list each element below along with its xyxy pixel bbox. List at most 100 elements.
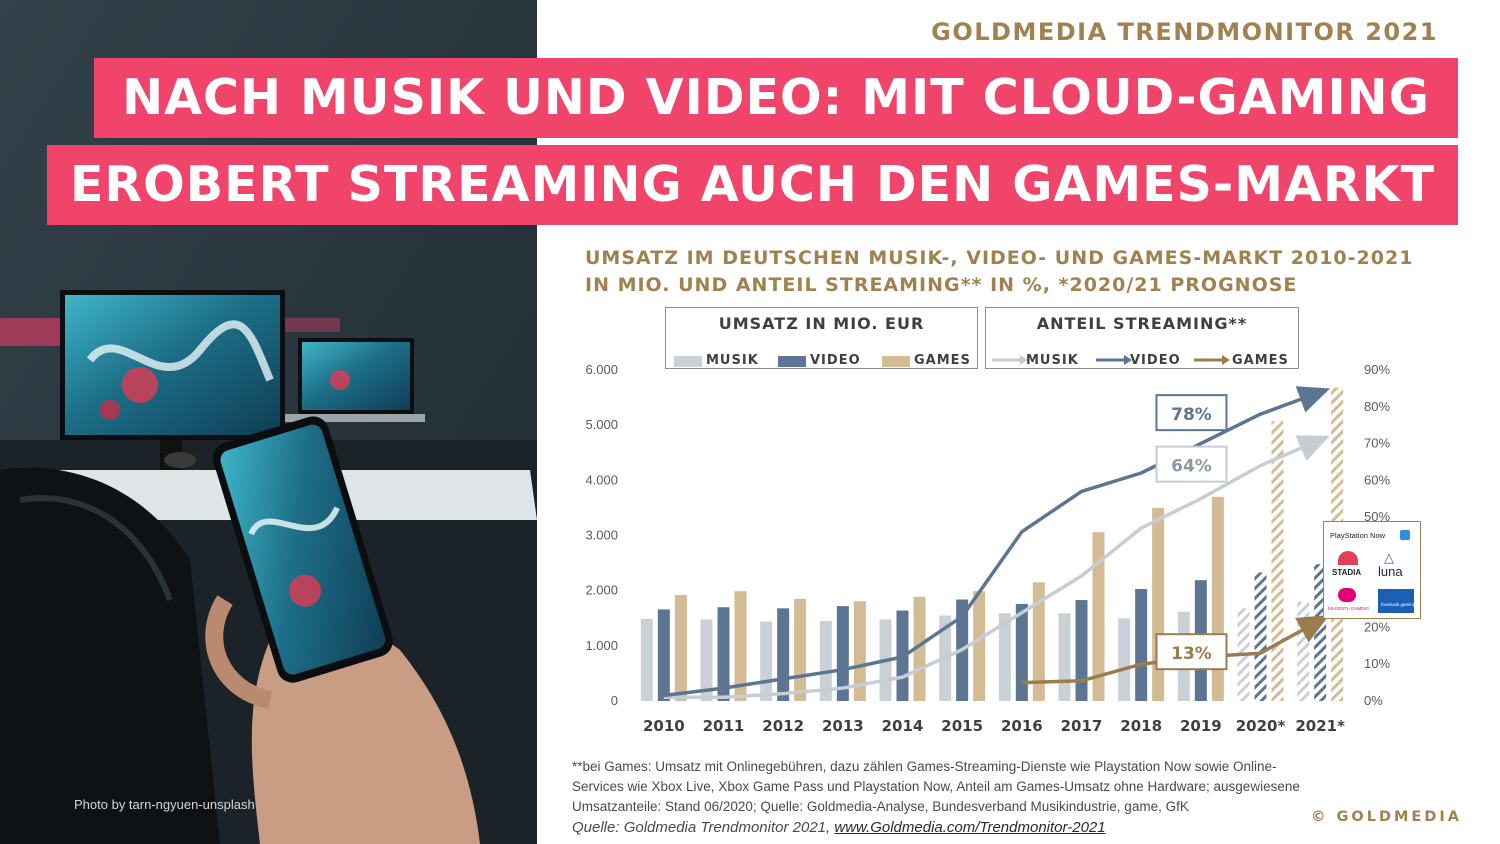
bar-musik [760, 621, 773, 701]
bar-games [1032, 582, 1045, 701]
legend-lines-title: ANTEIL STREAMING** [1036, 314, 1248, 333]
chart-title-line-2: IN MIO. UND ANTEIL STREAMING** IN %, *20… [585, 274, 1298, 296]
background-photo [0, 0, 537, 844]
bar-games [913, 596, 926, 701]
bar-musik [819, 621, 832, 701]
x-tick-label: 2010 [643, 717, 685, 735]
streaming-logos: PlayStation Now STADIA △ luna MAGENTA GA… [1323, 521, 1421, 619]
bar-video [1075, 600, 1088, 701]
callout-games-label: 13% [1171, 644, 1212, 664]
x-tick-label: 2015 [941, 717, 983, 735]
y-left-tick-label: 4.000 [585, 472, 618, 487]
magenta-gaming-logo: MAGENTA GAMING [1328, 606, 1370, 611]
y-right-tick-label: 20% [1364, 619, 1390, 634]
y-left-tick-label: 0 [611, 693, 618, 708]
bar-games [1211, 496, 1224, 701]
line-musik [663, 435, 1330, 700]
legend-line-games [1194, 355, 1230, 365]
callout-video-label: 78% [1171, 405, 1212, 425]
y-left-tick-label: 3.000 [585, 528, 618, 543]
y-right-tick-label: 80% [1364, 399, 1390, 414]
legend-swatch-musik [674, 356, 702, 367]
psnow-icon [1400, 530, 1410, 540]
source-prefix: Quelle: Goldmedia Trendmonitor 2021, [572, 819, 831, 836]
bar-video [717, 607, 730, 701]
brand-title: GOLDMEDIA TRENDMONITOR 2021 [931, 18, 1438, 46]
facebook-gaming-logo: facebook gaming [1381, 602, 1416, 607]
stadia-logo: STADIA [1332, 568, 1362, 577]
bar-video [1015, 603, 1028, 701]
bar-games [734, 591, 747, 701]
bar-video [836, 606, 849, 701]
x-tick-label: 2016 [1001, 717, 1043, 735]
callout-musik-label: 64% [1171, 457, 1212, 477]
callout-musik: 64% [1155, 445, 1228, 483]
y-left-tick-label: 5.000 [585, 417, 618, 432]
magenta-gaming-icon [1338, 588, 1356, 602]
callout-video-box [1155, 394, 1228, 432]
legend-bars-title: UMSATZ IN MIO. EUR [718, 314, 925, 333]
x-tick-label: 2017 [1061, 717, 1103, 735]
y-right-tick-label: 0% [1364, 693, 1383, 708]
copyright: © GOLDMEDIA [1310, 809, 1462, 825]
line-video [663, 386, 1331, 698]
y-right-tick-label: 10% [1364, 656, 1390, 671]
x-tick-label: 2013 [822, 717, 864, 735]
y-left-tick-label: 1.000 [585, 638, 618, 653]
x-tick-label: 2014 [882, 717, 924, 735]
bar-games [1092, 532, 1105, 701]
bar-games [674, 595, 687, 701]
chart-title-line-1: UMSATZ IM DEUTSCHEN MUSIK-, VIDEO- UND G… [585, 247, 1414, 269]
bar-games [1271, 421, 1284, 701]
psnow-logo: PlayStation Now [1330, 531, 1386, 540]
legend-line-label-video: VIDEO [1130, 353, 1181, 368]
legend-line-video [1096, 355, 1132, 365]
bar-games [1152, 507, 1165, 701]
x-tick-label: 2011 [703, 717, 745, 735]
callout-games-box [1155, 633, 1228, 671]
source-link[interactable]: www.Goldmedia.com/Trendmonitor-2021 [834, 819, 1106, 836]
legend-line-musik [992, 355, 1028, 365]
facebook-gaming-tile [1378, 589, 1414, 613]
y-left-tick-label: 2.000 [585, 583, 618, 598]
x-tick-label: 2020* [1236, 717, 1286, 735]
bar-musik [1297, 601, 1310, 701]
luna-logo: luna [1378, 564, 1403, 579]
y-right-tick-label: 50% [1364, 509, 1390, 524]
headline-line-1: NACH MUSIK UND VIDEO: MIT CLOUD-GAMING [94, 58, 1458, 138]
x-tick-label: 2021* [1295, 717, 1345, 735]
luna-icon: △ [1384, 550, 1394, 565]
headline-line-2: EROBERT STREAMING AUCH DEN GAMES-MARKT [47, 145, 1458, 225]
legend-line-label-games: GAMES [1232, 353, 1289, 368]
bar-musik [998, 613, 1011, 701]
y-right-tick-label: 60% [1364, 472, 1390, 487]
callout-games: 13% [1155, 633, 1228, 671]
bar-video [1135, 589, 1148, 701]
legend-bars: UMSATZ IN MIO. EUR MUSIK VIDEO GAMES [665, 307, 978, 369]
stadia-icon [1338, 551, 1358, 565]
x-tick-label: 2018 [1120, 717, 1162, 735]
bar-games [853, 601, 866, 701]
footnote: **bei Games: Umsatz mit Onlinegebühren, … [572, 759, 1300, 814]
legend-lines: ANTEIL STREAMING** MUSIK VIDEO GAMES [985, 307, 1299, 369]
bar-musik [1058, 613, 1071, 701]
y-right-tick-label: 70% [1364, 436, 1390, 451]
legend-label-video: VIDEO [810, 353, 861, 368]
bar-musik [700, 619, 713, 701]
x-tick-label: 2012 [762, 717, 804, 735]
y-left-tick-label: 6.000 [585, 362, 618, 377]
legend-line-label-musik: MUSIK [1026, 353, 1079, 368]
bar-video [777, 608, 790, 701]
bar-games [973, 591, 986, 701]
callout-musik-box [1155, 445, 1228, 483]
legend-label-musik: MUSIK [706, 353, 759, 368]
bar-video [1254, 572, 1267, 701]
bar-games [794, 598, 807, 701]
bar-musik [640, 618, 653, 701]
y-right-tick-label: 90% [1364, 362, 1390, 377]
legend-swatch-video [778, 356, 806, 367]
callout-video: 78% [1155, 394, 1228, 432]
photo-credit: Photo by tarn-ngyuen-unsplash [74, 797, 255, 812]
legend-swatch-games [882, 356, 910, 367]
